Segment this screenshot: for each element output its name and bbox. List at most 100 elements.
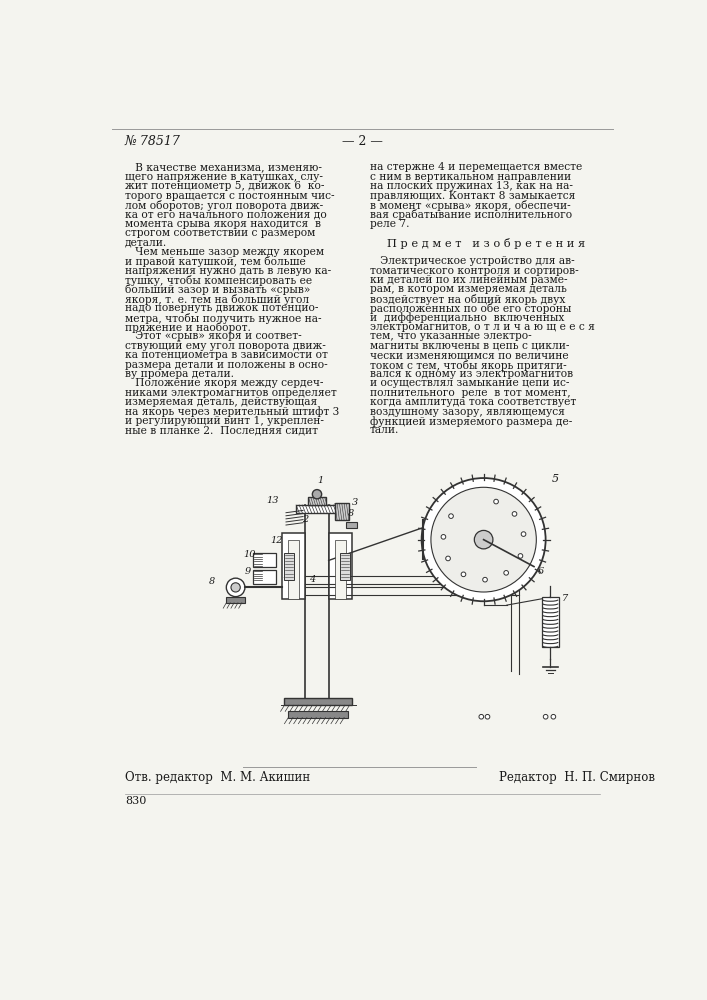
Circle shape	[312, 490, 322, 499]
Circle shape	[518, 554, 522, 558]
Text: рам, в котором измеряемая деталь: рам, в котором измеряемая деталь	[370, 284, 566, 294]
Bar	[346, 522, 356, 528]
Circle shape	[485, 714, 490, 719]
Text: Чем меньше зазор между якорем: Чем меньше зазор между якорем	[125, 247, 324, 257]
Text: 4: 4	[309, 575, 315, 584]
Text: правляющих. Контакт 8 замыкается: правляющих. Контакт 8 замыкается	[370, 191, 575, 201]
Text: 11: 11	[282, 571, 295, 580]
Text: 1: 1	[317, 476, 324, 485]
Text: больший зазор и вызвать «срыв»: больший зазор и вызвать «срыв»	[125, 284, 310, 295]
Text: 6: 6	[538, 567, 544, 576]
Text: Редактор  Н. П. Смирнов: Редактор Н. П. Смирнов	[499, 771, 655, 784]
Text: П р е д м е т   и з о б р е т е н и я: П р е д м е т и з о б р е т е н и я	[387, 238, 585, 249]
Circle shape	[479, 714, 484, 719]
Bar	[284, 698, 352, 705]
Text: 9: 9	[245, 567, 251, 576]
Text: 10: 10	[243, 550, 256, 559]
Text: щего напряжение в катушках, слу-: щего напряжение в катушках, слу-	[125, 172, 323, 182]
Bar	[296, 505, 344, 513]
Text: якоря, т. е. тем на больший угол: якоря, т. е. тем на больший угол	[125, 294, 309, 305]
Circle shape	[512, 512, 517, 516]
Text: ка от его начального положения до: ка от его начального положения до	[125, 209, 327, 219]
Text: томатического контроля и сортиров-: томатического контроля и сортиров-	[370, 266, 578, 276]
Text: детали.: детали.	[125, 238, 167, 248]
Text: ки деталей по их линейным разме-: ки деталей по их линейным разме-	[370, 275, 567, 285]
Text: момента срыва якоря находится  в: момента срыва якоря находится в	[125, 219, 321, 229]
Text: Положение якоря между сердеч-: Положение якоря между сердеч-	[125, 378, 323, 388]
Text: функцией измеряемого размера де-: функцией измеряемого размера де-	[370, 416, 572, 427]
Text: тали.: тали.	[370, 425, 399, 435]
Text: воздушному зазору, являющемуся: воздушному зазору, являющемуся	[370, 407, 565, 417]
Circle shape	[421, 478, 546, 601]
Text: 3: 3	[352, 498, 358, 507]
Circle shape	[551, 714, 556, 719]
Circle shape	[226, 578, 245, 597]
Text: В качестве механизма, изменяю-: В качестве механизма, изменяю-	[125, 162, 322, 172]
Text: № 78517: № 78517	[125, 135, 181, 148]
Text: на стержне 4 и перемещается вместе: на стержне 4 и перемещается вместе	[370, 162, 582, 172]
Circle shape	[441, 535, 445, 539]
Text: магниты включены в цепь с цикли-: магниты включены в цепь с цикли-	[370, 341, 569, 351]
Circle shape	[543, 714, 548, 719]
Text: на якорь через мерительный штифт 3: на якорь через мерительный штифт 3	[125, 407, 339, 417]
Circle shape	[449, 514, 453, 518]
Text: ву промера детали.: ву промера детали.	[125, 369, 234, 379]
Text: измеряемая деталь, действующая: измеряемая деталь, действующая	[125, 397, 317, 407]
Text: 8: 8	[209, 577, 215, 586]
Text: реле 7.: реле 7.	[370, 219, 409, 229]
Bar	[335, 503, 349, 520]
Text: вая срабатывание исполнительного: вая срабатывание исполнительного	[370, 209, 572, 220]
Text: когда амплитуда тока соответствует: когда амплитуда тока соответствует	[370, 397, 576, 407]
Text: лом оборотов; угол поворота движ-: лом оборотов; угол поворота движ-	[125, 200, 323, 211]
Circle shape	[493, 499, 498, 504]
Text: 13: 13	[267, 496, 279, 505]
Text: и регулирующий винт 1, укреплен-: и регулирующий винт 1, укреплен-	[125, 416, 324, 426]
Text: тем, что указанные электро-: тем, что указанные электро-	[370, 331, 532, 341]
Text: жит потенциометр 5, движок 6  ко-: жит потенциометр 5, движок 6 ко-	[125, 181, 325, 191]
Text: ка потенциометра в зависимости от: ка потенциометра в зависимости от	[125, 350, 327, 360]
Text: с ним в вертикальном направлении: с ним в вертикальном направлении	[370, 172, 571, 182]
Text: надо повернуть движок потенцио-: надо повернуть движок потенцио-	[125, 303, 318, 313]
Bar	[252, 553, 276, 567]
Bar	[282, 533, 305, 599]
Text: 8: 8	[348, 509, 354, 518]
Bar	[340, 553, 349, 580]
Bar	[288, 711, 348, 718]
Text: током с тем, чтобы якорь притяги-: током с тем, чтобы якорь притяги-	[370, 360, 566, 371]
Text: тушку, чтобы компенсировать ее: тушку, чтобы компенсировать ее	[125, 275, 312, 286]
Circle shape	[521, 532, 526, 536]
Text: вался к одному из электромагнитов: вался к одному из электромагнитов	[370, 369, 573, 379]
Bar	[252, 570, 276, 584]
Bar	[329, 533, 352, 599]
Text: расположенных по обе его стороны: расположенных по обе его стороны	[370, 303, 571, 314]
Bar	[288, 540, 299, 599]
Text: 12: 12	[271, 536, 283, 545]
Text: 5: 5	[552, 474, 559, 484]
Text: в момент «срыва» якоря, обеспечи-: в момент «срыва» якоря, обеспечи-	[370, 200, 571, 211]
Text: ные в планке 2.  Последняя сидит: ные в планке 2. Последняя сидит	[125, 425, 318, 435]
Text: и правой катушкой, тем больше: и правой катушкой, тем больше	[125, 256, 305, 267]
Text: пряжение и наоборот.: пряжение и наоборот.	[125, 322, 251, 333]
Text: — 2 —: — 2 —	[341, 135, 382, 148]
Circle shape	[445, 556, 450, 561]
Text: торого вращается с постоянным чис-: торого вращается с постоянным чис-	[125, 191, 334, 201]
Text: полнительного  реле  в тот момент,: полнительного реле в тот момент,	[370, 388, 571, 398]
Text: 7: 7	[562, 594, 568, 603]
Bar	[284, 553, 293, 580]
Bar	[335, 540, 346, 599]
Bar	[226, 597, 245, 603]
Text: ствующий ему угол поворота движ-: ствующий ему угол поворота движ-	[125, 341, 326, 351]
Bar	[542, 597, 559, 647]
Text: и  дифференциально  включенных: и дифференциально включенных	[370, 313, 564, 323]
Circle shape	[483, 577, 487, 582]
Circle shape	[461, 572, 466, 577]
Text: Электрическое устройство для ав-: Электрическое устройство для ав-	[370, 256, 575, 266]
Text: 830: 830	[125, 796, 146, 806]
Text: на плоских пружинах 13, как на на-: на плоских пружинах 13, как на на-	[370, 181, 573, 191]
Text: напряжения нужно дать в левую ка-: напряжения нужно дать в левую ка-	[125, 266, 331, 276]
Bar	[308, 497, 325, 505]
Text: чески изменяющимся по величине: чески изменяющимся по величине	[370, 350, 568, 360]
Circle shape	[431, 487, 537, 592]
Circle shape	[504, 571, 508, 575]
Text: никами электромагнитов определяет: никами электромагнитов определяет	[125, 388, 337, 398]
